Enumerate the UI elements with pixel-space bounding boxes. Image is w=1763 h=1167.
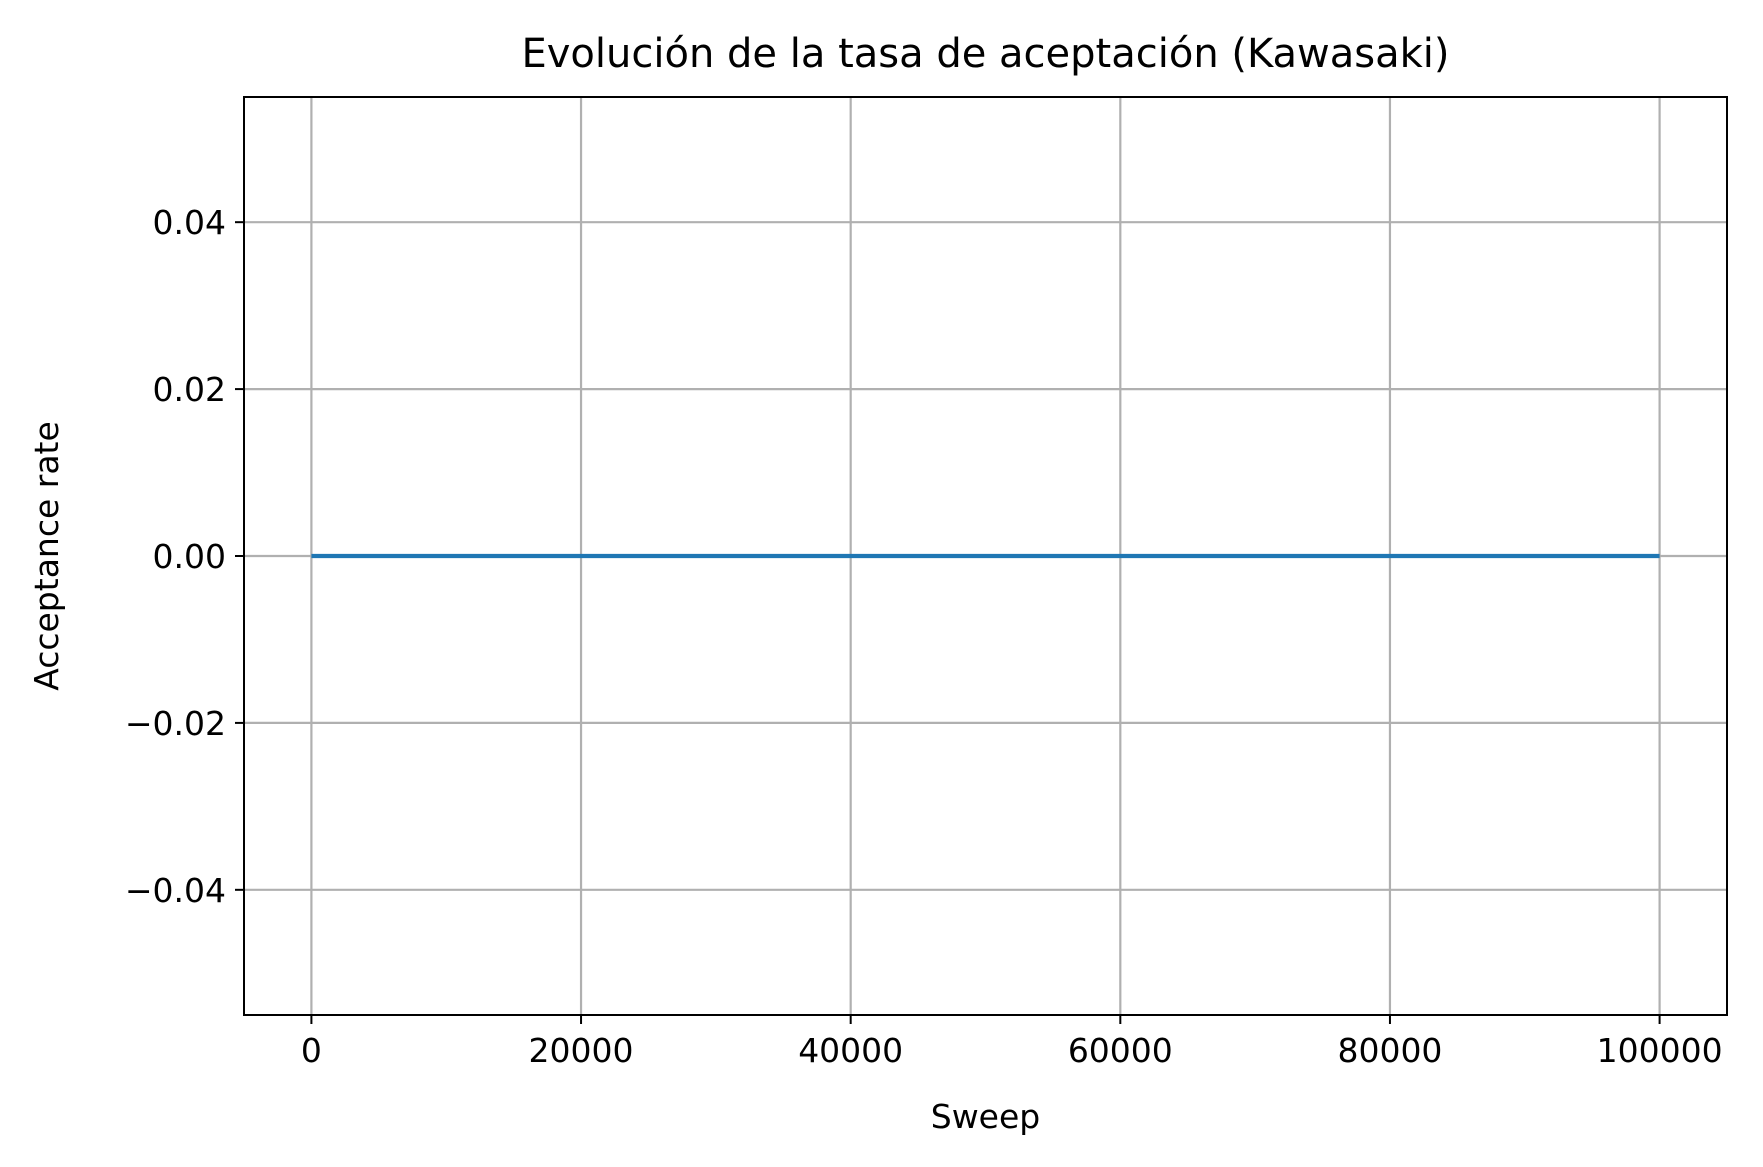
x-axis-label: Sweep	[931, 1097, 1041, 1136]
axis-ticks: 0 20000 40000 60000 80000 100000 −0.04 −0.02 0.0…	[125, 203, 1723, 1070]
y-tick-label: −0.02	[125, 704, 226, 743]
x-tick-label: 20000	[529, 1031, 634, 1070]
y-tick-label: 0.02	[153, 370, 226, 409]
y-axis-label: Acceptance rate	[27, 421, 66, 691]
x-tick-label: 80000	[1337, 1031, 1442, 1070]
x-tick-label: 60000	[1068, 1031, 1173, 1070]
x-tick-label: 0	[301, 1031, 322, 1070]
chart-title: Evolución de la tasa de aceptación (Kawa…	[521, 31, 1449, 77]
x-tick-label: 40000	[798, 1031, 903, 1070]
y-tick-label: 0.04	[153, 203, 226, 242]
y-tick-label: −0.04	[125, 871, 226, 910]
x-tick-label: 100000	[1597, 1031, 1723, 1070]
y-tick-label: 0.00	[153, 537, 226, 576]
